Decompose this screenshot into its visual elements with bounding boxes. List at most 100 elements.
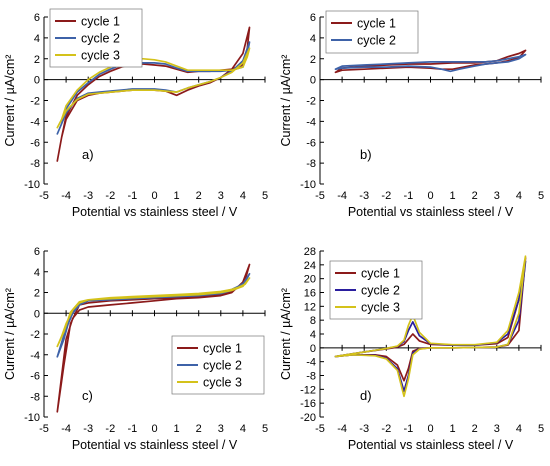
y-tick-label: -10 [24,179,40,191]
y-tick-label: 0 [34,308,40,320]
legend-entry: cycle 3 [203,376,242,390]
x-tick-label: 1 [450,190,456,202]
x-tick-label: -5 [39,190,49,202]
y-tick-label: -10 [24,412,40,424]
legend: cycle 1 cycle 2 cycle 3 [49,8,143,68]
y-tick-label: 20 [304,274,316,286]
x-tick-label: 3 [494,423,500,435]
x-tick-label: 5 [538,423,544,435]
panel-label: b) [360,147,372,162]
y-axis-title: Current / µA/cm² [279,288,293,380]
x-axis-title: Potential vs stainless steel / V [72,205,238,219]
legend-entry: cycle 1 [361,267,400,281]
panel-label: d) [360,388,372,403]
x-tick-label: 5 [262,423,268,435]
legend: cycle 1 cycle 2 [325,10,419,54]
panel-label: c) [82,388,93,403]
y-tick-label: 2 [34,288,40,300]
y-tick-label: -6 [306,137,316,149]
x-tick-label: -1 [128,423,138,435]
legend-box [325,10,419,54]
y-tick-label: -4 [306,116,316,128]
legend: cycle 1 cycle 2 cycle 3 [329,260,423,320]
x-tick-label: -5 [315,423,325,435]
y-tick-label: 0 [310,75,316,87]
y-tick-label: 12 [304,301,316,313]
y-tick-label: -20 [300,412,316,424]
legend-entry: cycle 1 [81,15,120,29]
x-tick-label: -3 [359,190,369,202]
series-line-cycle-1 [334,49,527,74]
y-tick-label: -6 [30,371,40,383]
legend-entry: cycle 2 [357,34,396,48]
y-axis-title: Current / µA/cm² [3,55,17,147]
series-line-cycle-1 [56,263,251,413]
y-tick-label: 2 [310,54,316,66]
legend-entry: cycle 1 [203,342,242,356]
x-tick-label: 3 [494,190,500,202]
x-axis-title: Potential vs stainless steel / V [348,205,514,219]
y-tick-label: 6 [34,246,40,258]
y-tick-label: 16 [304,288,316,300]
y-tick-label: -6 [30,137,40,149]
y-tick-label: 24 [304,260,316,272]
series-line-cycle-2 [334,53,527,73]
x-tick-label: 1 [174,423,180,435]
y-tick-label: 4 [34,33,40,45]
x-tick-label: 1 [450,423,456,435]
x-tick-label: -4 [61,423,71,435]
x-tick-label: 4 [240,423,246,435]
x-tick-label: -1 [404,423,414,435]
y-tick-label: 0 [34,75,40,87]
y-tick-label: -4 [30,116,40,128]
y-tick-label: 4 [310,33,316,45]
y-tick-label: 8 [310,315,316,327]
series-line-cycle-3 [334,255,527,398]
x-tick-label: -1 [128,190,138,202]
x-tick-label: -2 [105,423,115,435]
x-tick-label: 4 [516,190,522,202]
x-tick-label: -3 [83,190,93,202]
legend-entry: cycle 3 [81,49,120,63]
x-tick-label: -5 [39,423,49,435]
y-tick-label: 6 [310,12,316,24]
x-tick-label: -2 [381,190,391,202]
x-tick-label: 0 [427,190,433,202]
y-tick-label: 0 [310,343,316,355]
x-tick-label: 5 [538,190,544,202]
x-tick-label: 1 [174,190,180,202]
x-tick-label: 2 [196,190,202,202]
x-axis-title: Potential vs stainless steel / V [72,438,238,452]
y-tick-label: -8 [30,391,40,403]
x-tick-label: 2 [196,423,202,435]
y-tick-label: -12 [300,384,316,396]
x-tick-label: -1 [404,190,414,202]
y-tick-label: -8 [30,158,40,170]
panel-label: a) [82,147,94,162]
x-tick-label: -3 [83,423,93,435]
x-tick-label: 0 [151,423,157,435]
x-tick-label: -4 [61,190,71,202]
x-tick-label: -3 [359,423,369,435]
series-line-cycle-3 [56,277,251,348]
x-tick-label: 0 [427,423,433,435]
x-tick-label: 4 [516,423,522,435]
x-tick-label: -5 [315,190,325,202]
y-axis-title: Current / µA/cm² [279,55,293,147]
x-tick-label: 2 [472,190,478,202]
x-tick-label: 0 [151,190,157,202]
legend-entry: cycle 2 [361,284,400,298]
x-tick-label: 3 [218,423,224,435]
y-tick-label: -16 [300,398,316,410]
y-tick-label: 28 [304,246,316,258]
y-tick-label: -4 [306,357,316,369]
x-tick-label: 3 [218,190,224,202]
y-axis-title: Current / µA/cm² [3,288,17,380]
x-axis-title: Potential vs stainless steel / V [348,438,514,452]
y-tick-label: -2 [30,329,40,341]
legend-entry: cycle 3 [361,301,400,315]
